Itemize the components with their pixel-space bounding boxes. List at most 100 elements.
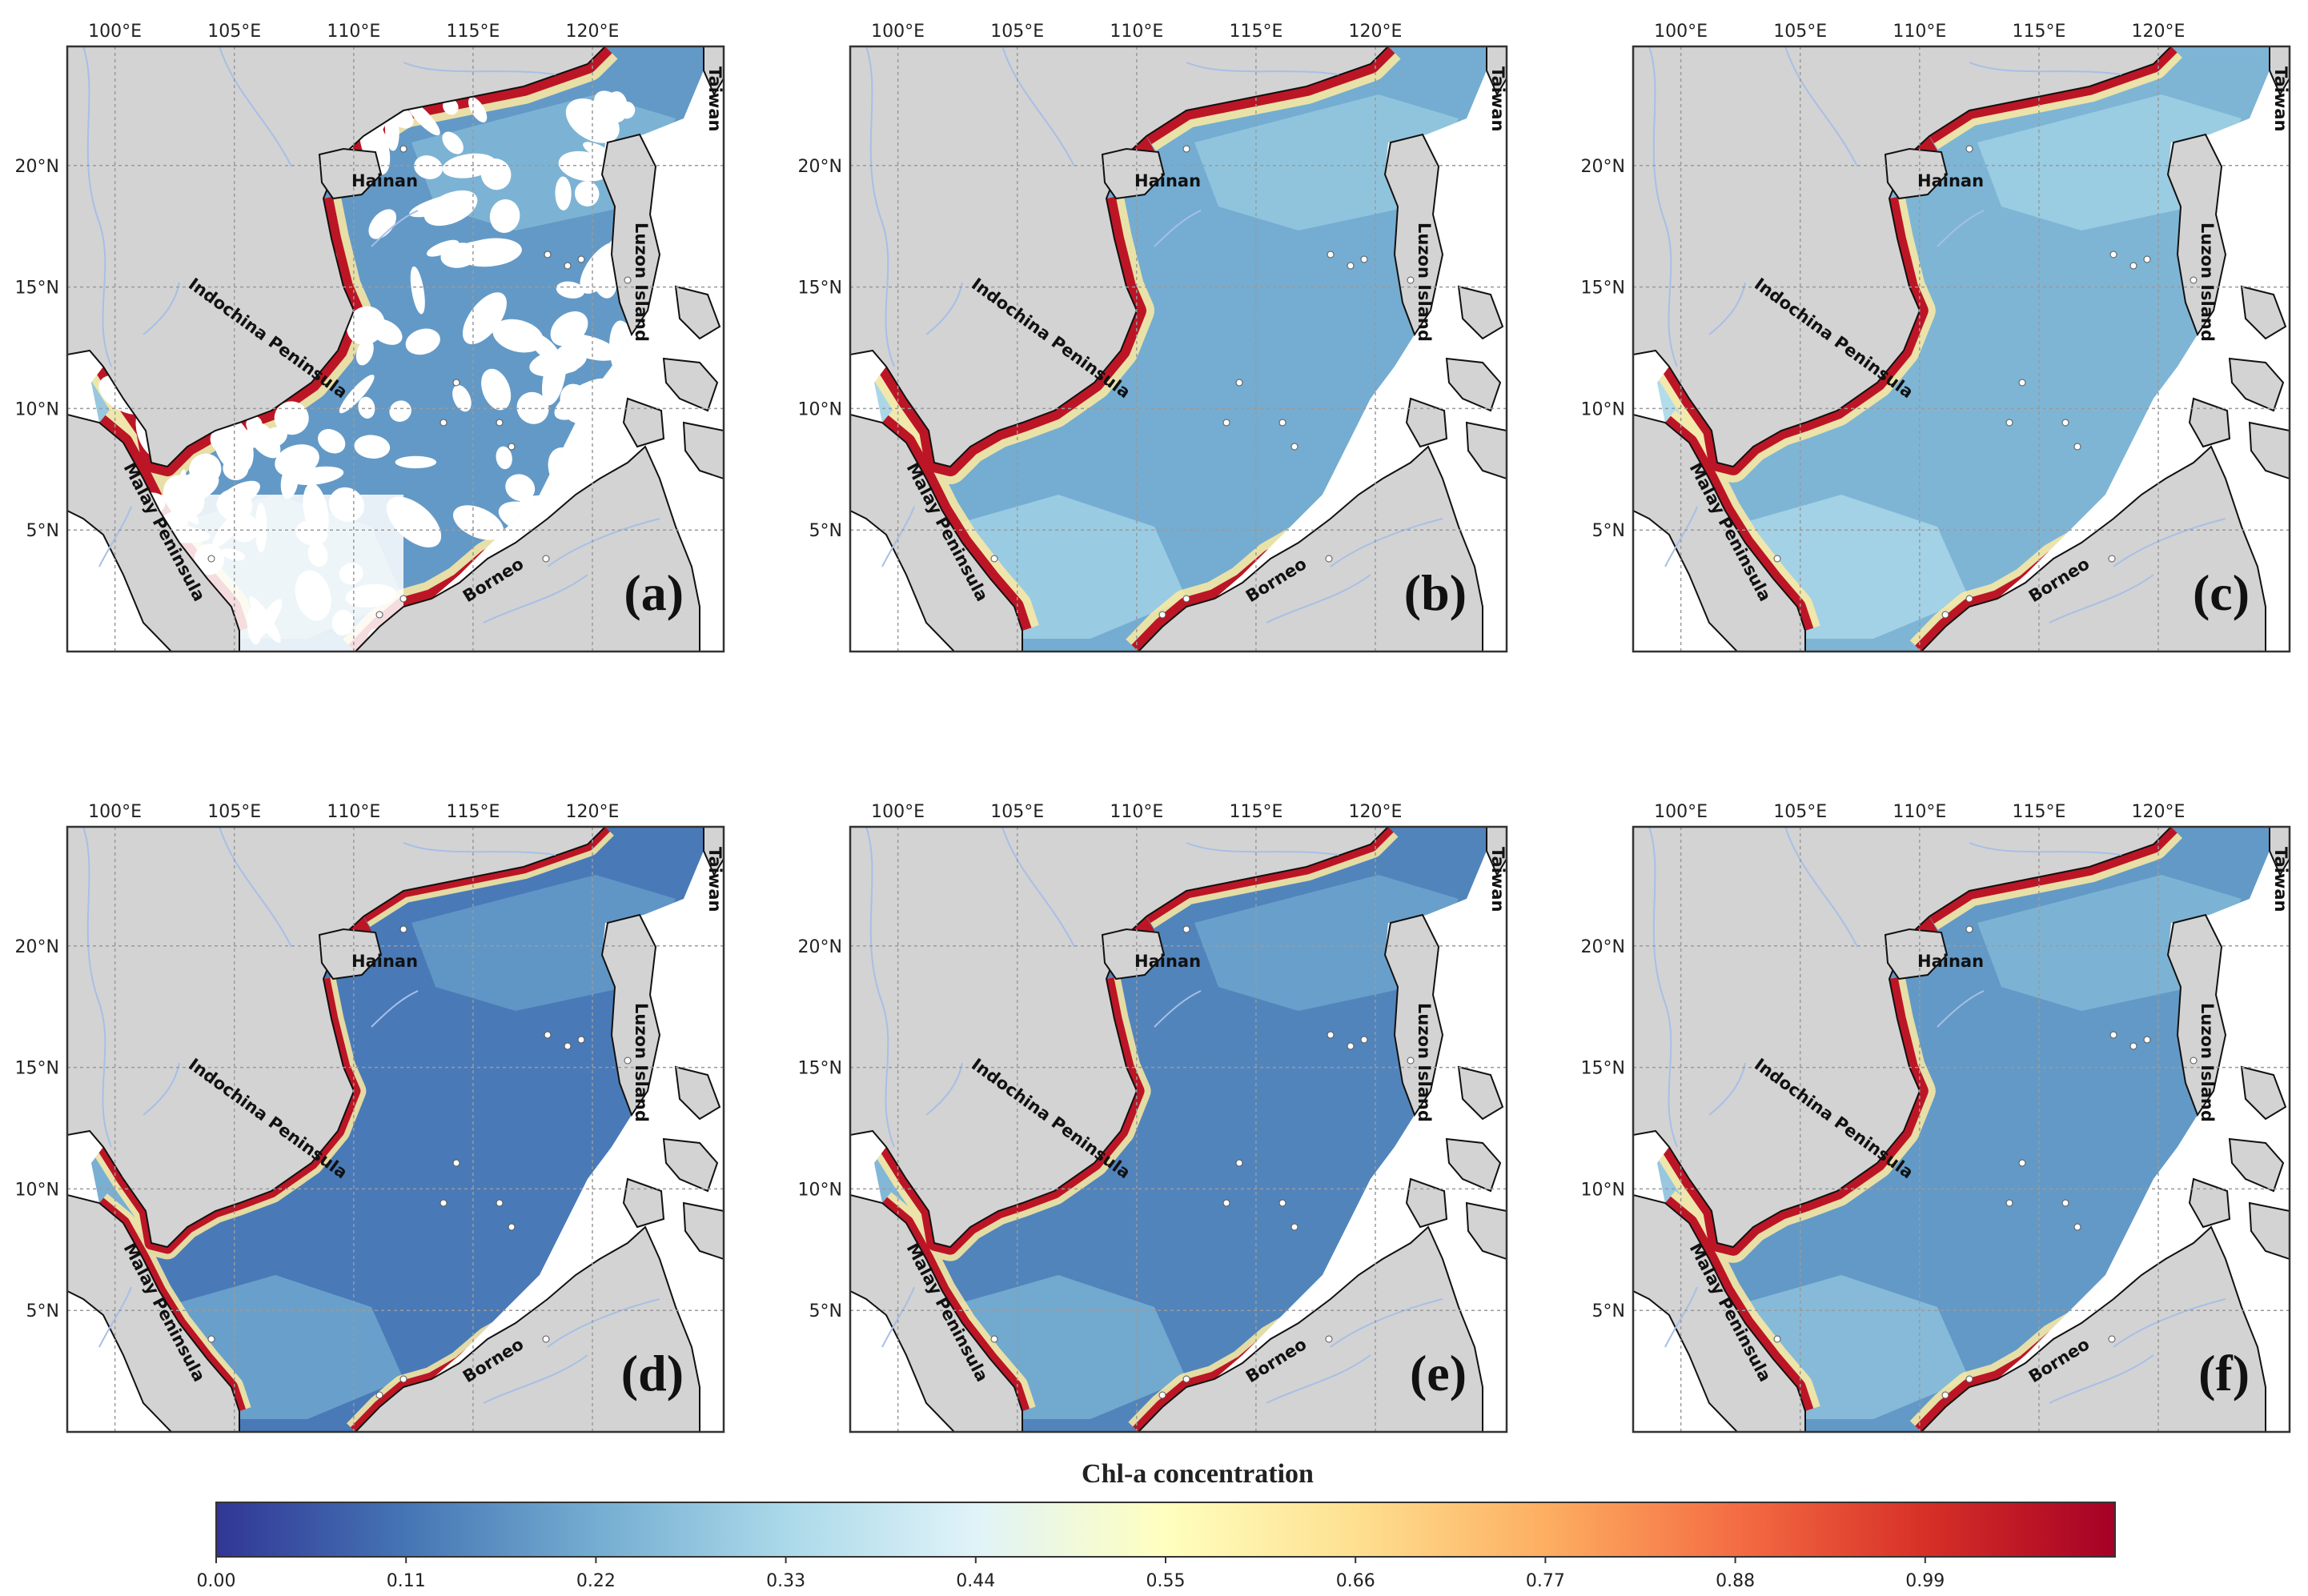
lon-tick-label: 105°E — [1773, 22, 1827, 42]
river — [2113, 1298, 2226, 1348]
island-dot — [2073, 443, 2081, 451]
island-dot — [440, 419, 448, 427]
islands — [1773, 925, 2198, 1399]
island-dot — [2018, 1159, 2026, 1167]
river — [547, 518, 660, 567]
cloud-gap — [318, 429, 346, 454]
cloud-gap — [212, 415, 254, 474]
place-label-luzon: Luzon Island — [1415, 223, 1434, 342]
lat-tick-label: 20°N — [15, 157, 59, 177]
lon-tick-label: 100°E — [871, 802, 925, 822]
land — [1633, 827, 2290, 1432]
chl-northern-shelf — [1194, 875, 1459, 1011]
chl-northern-shelf — [1194, 94, 1459, 231]
colorbar-title: Chl-a concentration — [1082, 1459, 1314, 1489]
river — [1664, 506, 1698, 567]
river — [547, 1298, 660, 1348]
rivers — [82, 827, 660, 1404]
lat-tick-label: 10°N — [798, 399, 842, 419]
land-philippine-island — [682, 421, 724, 480]
land-philippine-island — [1465, 1201, 1507, 1261]
lon-tick-label: 110°E — [1893, 802, 1946, 822]
land-luzon — [600, 913, 661, 1117]
island-dot — [577, 255, 585, 263]
island-dot — [399, 595, 407, 603]
chl-northern-shelf — [411, 875, 676, 1011]
lon-tick-label: 120°E — [1349, 22, 1403, 42]
land-indochina — [67, 827, 607, 1249]
island-dot — [624, 276, 632, 284]
cloud-gap — [274, 401, 309, 435]
island-dot — [1278, 1199, 1286, 1207]
place-label-hainan: Hainan — [1134, 952, 1201, 971]
place-label-luzon: Luzon Island — [632, 223, 651, 342]
island-dot — [1158, 611, 1166, 619]
colorbar-tick-label: 0.00 — [197, 1571, 236, 1591]
lon-tick-label: 105°E — [990, 802, 1044, 822]
land-luzon — [2166, 133, 2227, 337]
island-dot — [2143, 255, 2151, 263]
colorbar-tick-label: 0.99 — [1905, 1571, 1945, 1591]
lat-tick-label: 5°N — [809, 521, 842, 541]
land-borneo — [1920, 1225, 2266, 1432]
place-label-taiwan: Taiwan — [1488, 847, 1507, 912]
cloud-gap — [489, 199, 520, 233]
island-dot — [1327, 251, 1335, 259]
place-label-luzon: Luzon Island — [1415, 1003, 1434, 1122]
island-dot — [2109, 1031, 2117, 1039]
colorbar-tick-label: 0.22 — [576, 1571, 616, 1591]
map-frame — [849, 45, 1508, 653]
river — [2049, 1354, 2154, 1404]
land-malay — [850, 413, 1023, 652]
lat-tick-label: 10°N — [15, 399, 59, 419]
land-philippine-island — [662, 357, 719, 412]
river — [865, 46, 895, 367]
gridlines — [67, 827, 724, 1432]
lat-tick-label: 15°N — [15, 1059, 59, 1079]
land-taiwan — [1486, 827, 1507, 877]
island-dot — [990, 1335, 998, 1343]
map-frame — [1632, 45, 2291, 653]
island-dot — [1182, 925, 1190, 933]
island-dot — [207, 1335, 215, 1343]
river — [2113, 518, 2226, 567]
map-frame — [66, 45, 725, 653]
river — [1330, 518, 1443, 567]
island-dot — [1182, 595, 1190, 603]
island-dot — [452, 1159, 460, 1167]
island-dot — [1222, 1199, 1230, 1207]
land-philippine-island — [682, 1201, 724, 1261]
island-dot — [564, 1042, 572, 1050]
lat-tick-label: 10°N — [798, 1180, 842, 1200]
island-dot — [1773, 555, 1781, 563]
cloud-gap — [426, 239, 460, 257]
river — [2049, 574, 2154, 624]
islands — [1773, 145, 2198, 619]
land-philippine-island — [2240, 1065, 2287, 1121]
island-dot — [2073, 1223, 2081, 1231]
lat-tick-label: 20°N — [798, 157, 842, 177]
map-frame — [66, 825, 725, 1434]
land-luzon — [1383, 913, 1444, 1117]
cloud-gap — [555, 176, 572, 211]
land-hainan — [318, 928, 383, 980]
cloud-gap — [496, 446, 512, 470]
panel-label: (d) — [621, 1345, 684, 1402]
cloud-gap — [368, 209, 397, 239]
island-dot — [1941, 1391, 1949, 1399]
island-dot — [375, 611, 383, 619]
lon-tick-label: 115°E — [446, 22, 500, 42]
island-dot — [375, 1391, 383, 1399]
land-philippine-island — [2188, 397, 2231, 448]
cloud-gap — [453, 239, 520, 263]
island-dot — [1222, 419, 1230, 427]
river — [1969, 62, 2122, 75]
river — [1648, 46, 1678, 367]
river — [98, 506, 132, 567]
